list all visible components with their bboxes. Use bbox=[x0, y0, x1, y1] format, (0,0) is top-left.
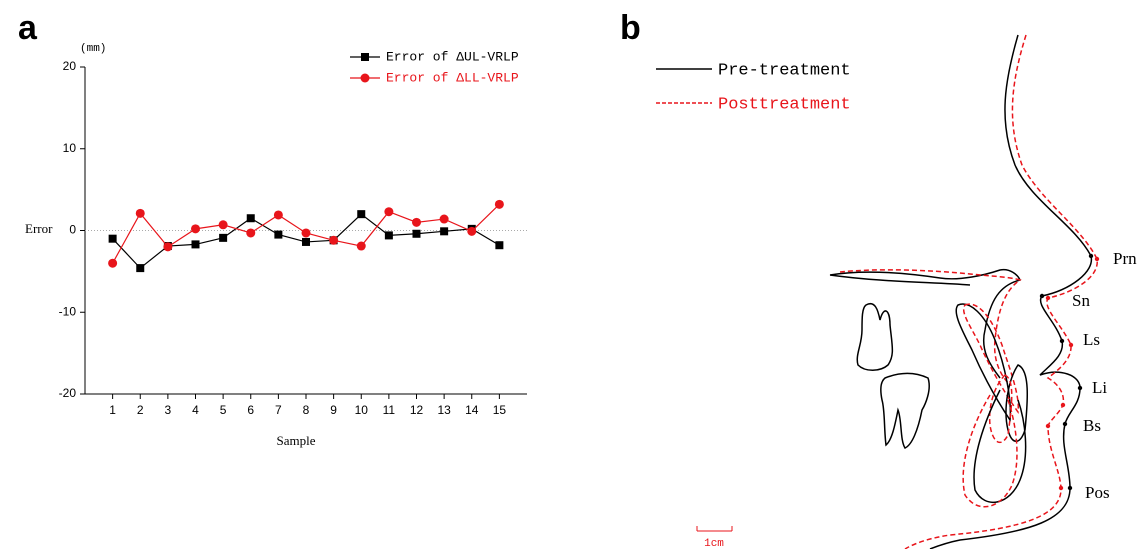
marker bbox=[440, 227, 449, 236]
x-tick-label: 5 bbox=[220, 403, 227, 417]
marker bbox=[495, 241, 504, 250]
y-tick-label: 20 bbox=[63, 59, 77, 73]
landmark-label: Pos bbox=[1085, 483, 1110, 502]
y-tick-label: -10 bbox=[59, 304, 77, 318]
molar bbox=[856, 303, 894, 371]
x-tick-label: 2 bbox=[137, 403, 144, 417]
marker bbox=[273, 210, 283, 220]
landmark-label: Prn bbox=[1113, 249, 1137, 268]
symphysis bbox=[962, 394, 1018, 508]
marker bbox=[494, 199, 504, 209]
palate bbox=[839, 269, 1022, 386]
x-tick-label: 13 bbox=[437, 403, 451, 417]
y-unit: (mm) bbox=[80, 43, 106, 55]
y-tick-label: -20 bbox=[59, 386, 77, 400]
y-tick-label: 10 bbox=[63, 141, 77, 155]
y-axis-label: Error bbox=[25, 221, 53, 236]
panel-label: b bbox=[620, 9, 641, 47]
legend-text: Error of ΔUL-VRLP bbox=[386, 49, 519, 64]
x-tick-label: 4 bbox=[192, 403, 199, 417]
marker bbox=[219, 233, 228, 242]
marker bbox=[329, 235, 339, 245]
marker bbox=[357, 210, 366, 219]
marker bbox=[439, 214, 449, 224]
marker bbox=[163, 242, 173, 252]
marker bbox=[360, 73, 370, 83]
x-tick-label: 10 bbox=[355, 403, 369, 417]
legend-text: Pre-treatment bbox=[718, 61, 851, 80]
scale-label: 1cm bbox=[704, 538, 724, 549]
marker bbox=[246, 228, 256, 238]
marker bbox=[274, 230, 283, 239]
symphysis bbox=[973, 389, 1027, 504]
x-tick-label: 12 bbox=[410, 403, 424, 417]
upper-incisor bbox=[963, 303, 1019, 415]
x-tick-label: 6 bbox=[247, 403, 254, 417]
marker bbox=[361, 53, 369, 61]
marker bbox=[135, 208, 145, 218]
soft-tissue-profile bbox=[929, 34, 1093, 549]
x-tick-label: 8 bbox=[303, 403, 310, 417]
landmark-label: Sn bbox=[1072, 291, 1090, 310]
landmark-label: Li bbox=[1092, 378, 1107, 397]
marker bbox=[384, 207, 394, 217]
marker bbox=[108, 258, 118, 268]
x-axis-label: Sample bbox=[277, 433, 316, 448]
marker bbox=[356, 241, 366, 251]
marker bbox=[467, 226, 477, 236]
marker bbox=[412, 229, 421, 238]
marker bbox=[191, 240, 200, 249]
x-tick-label: 14 bbox=[465, 403, 479, 417]
marker bbox=[412, 217, 421, 227]
landmark-dots bbox=[1039, 253, 1100, 491]
x-tick-label: 7 bbox=[275, 403, 282, 417]
x-tick-label: 9 bbox=[330, 403, 337, 417]
soft-tissue-profile bbox=[904, 34, 1098, 549]
x-tick-label: 15 bbox=[493, 403, 507, 417]
x-tick-label: 11 bbox=[383, 403, 396, 417]
legend-text: Error of ΔLL-VRLP bbox=[386, 70, 519, 85]
x-tick-label: 1 bbox=[109, 403, 116, 417]
profile-diagram: Pre-treatment Posttreatment 1cm Prn Sn L… bbox=[656, 34, 1137, 549]
marker bbox=[384, 231, 393, 240]
landmark-label: Bs bbox=[1083, 416, 1101, 435]
landmark-label: Ls bbox=[1083, 330, 1100, 349]
marker bbox=[136, 264, 145, 273]
panel-label: a bbox=[18, 9, 38, 47]
marker bbox=[301, 228, 311, 238]
palate bbox=[829, 268, 1022, 379]
marker bbox=[191, 224, 200, 234]
lower-incisor bbox=[988, 374, 1013, 444]
marker bbox=[218, 220, 228, 230]
x-tick-label: 3 bbox=[165, 403, 172, 417]
y-tick-label: 0 bbox=[69, 223, 76, 237]
upper-incisor bbox=[955, 303, 1012, 423]
marker bbox=[108, 234, 117, 243]
marker bbox=[246, 214, 255, 223]
marker bbox=[302, 237, 310, 246]
molar bbox=[880, 372, 930, 449]
legend-text: Posttreatment bbox=[718, 95, 851, 114]
